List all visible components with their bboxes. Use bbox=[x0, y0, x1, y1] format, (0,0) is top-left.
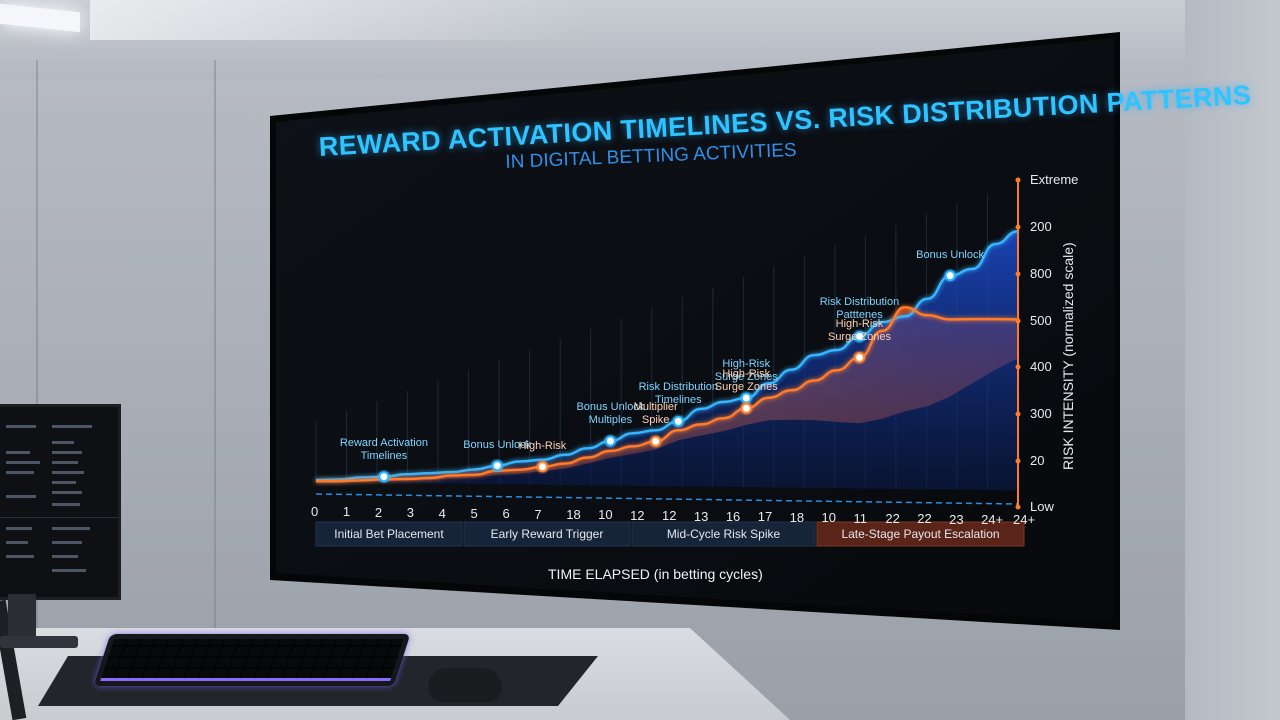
phase-segment bbox=[816, 521, 1025, 547]
reward-annotation: Patttenes bbox=[836, 309, 883, 322]
x-tick-label: 18 bbox=[789, 509, 805, 525]
y-tick-label: 20 bbox=[1030, 453, 1045, 468]
reward-annotation: Timelines bbox=[360, 449, 408, 462]
x-tick-label: 16 bbox=[725, 508, 741, 524]
y-tick-label: 300 bbox=[1030, 406, 1052, 421]
x-tick-label: 1 bbox=[342, 504, 351, 520]
reward-annotation: Risk Distribution bbox=[638, 381, 719, 394]
phase-label: Initial Bet Placement bbox=[334, 527, 444, 541]
y-tick-mark bbox=[1015, 318, 1021, 324]
phase-label: Early Reward Trigger bbox=[490, 527, 604, 541]
ceiling-glow bbox=[90, 0, 590, 40]
reward-marker-point bbox=[672, 415, 684, 427]
x-tick-label: 11 bbox=[853, 510, 867, 526]
mouse bbox=[428, 668, 502, 702]
y-tick-mark bbox=[1015, 504, 1021, 510]
reward-annotation: Bonus Unlock bbox=[916, 248, 984, 261]
x-tick-label: 13 bbox=[693, 508, 709, 524]
y-tick-mark bbox=[1015, 224, 1021, 230]
y-tick-mark bbox=[1015, 458, 1021, 464]
risk-marker-point bbox=[740, 402, 752, 414]
x-tick-label: 12 bbox=[662, 508, 677, 524]
x-tick-label: 4 bbox=[438, 505, 446, 521]
reward-annotation: Bonus Unlock bbox=[463, 438, 532, 451]
x-axis-line bbox=[315, 493, 1019, 505]
chart-markers bbox=[376, 268, 958, 484]
x-tick-label: 17 bbox=[757, 509, 773, 525]
reward-marker-point bbox=[854, 330, 865, 342]
x-tick-label: 23 bbox=[949, 511, 964, 527]
y-tick-label: 400 bbox=[1030, 359, 1052, 374]
y-tick-label: 500 bbox=[1030, 313, 1052, 328]
reward-annotation: Bonus Unlock bbox=[576, 401, 645, 414]
y-tick-label: Low bbox=[1030, 499, 1054, 514]
y-axis-label: RISK INTENSITY (normalized scale) bbox=[1060, 242, 1076, 470]
reward-marker-point bbox=[944, 270, 956, 282]
risk-annotation: High-Risk bbox=[835, 317, 884, 330]
x-tick-label: 10 bbox=[598, 507, 613, 523]
risk-marker-point bbox=[650, 435, 662, 447]
x-tick-label: 3 bbox=[406, 505, 414, 521]
phase-segment bbox=[463, 521, 631, 547]
x-tick-label: 2 bbox=[374, 504, 383, 520]
y-axis-tick-marks bbox=[1015, 177, 1021, 510]
reward-annotation: High-Risk bbox=[722, 358, 771, 370]
risk-annotation: High-Risk bbox=[518, 439, 567, 452]
phase-segment bbox=[315, 521, 463, 547]
wall-panel-seam bbox=[214, 60, 216, 660]
wall-right-panel bbox=[1185, 0, 1280, 720]
phase-segment bbox=[631, 521, 816, 547]
risk-marker-point bbox=[854, 352, 865, 363]
x-tick-label: 18 bbox=[566, 507, 581, 523]
x-tick-label: 12 bbox=[630, 507, 645, 523]
x-tick-label: 10 bbox=[821, 510, 836, 526]
y-tick-mark bbox=[1015, 271, 1021, 277]
x-tick-label: 7 bbox=[534, 506, 542, 522]
side-monitor-stand bbox=[8, 594, 36, 640]
x-axis-label: TIME ELAPSED (in betting cycles) bbox=[548, 566, 763, 582]
x-tick-label: 0 bbox=[311, 504, 319, 519]
y-tick-mark bbox=[1015, 177, 1021, 183]
phase-label: Late-Stage Payout Escalation bbox=[841, 527, 1000, 541]
phase-label: Mid-Cycle Risk Spike bbox=[666, 527, 781, 541]
reward-annotation: Reward Activation bbox=[339, 436, 428, 449]
side-monitor-base bbox=[0, 636, 78, 648]
reward-annotation: Risk Distribution bbox=[819, 296, 900, 309]
y-tick-mark bbox=[1015, 411, 1021, 417]
x-tick-label: 6 bbox=[502, 506, 510, 522]
reward-annotation: Surge Zones bbox=[714, 371, 778, 383]
x-tick-label: 24+ bbox=[981, 512, 1004, 528]
reward-marker-point bbox=[378, 471, 390, 483]
reward-marker-point bbox=[491, 460, 503, 472]
reward-marker-point bbox=[604, 435, 616, 447]
risk-annotation: High-Risk bbox=[722, 368, 771, 381]
phase-bar bbox=[315, 521, 1025, 547]
x-tick-label: 22 bbox=[885, 510, 900, 526]
x-tick-label: 24+ bbox=[1013, 512, 1036, 528]
risk-annotation: Multiplier bbox=[633, 401, 678, 414]
y-tick-mark bbox=[1015, 364, 1021, 370]
x-tick-label: 5 bbox=[470, 505, 478, 521]
side-monitor bbox=[0, 404, 121, 600]
reward-series-line bbox=[315, 230, 1019, 482]
risk-marker-point bbox=[537, 461, 548, 473]
y-tick-label: 200 bbox=[1030, 219, 1052, 234]
reward-marker-point bbox=[740, 392, 752, 404]
wall-panel-seam bbox=[36, 60, 38, 660]
y-tick-label: Extreme bbox=[1030, 172, 1079, 187]
y-tick-label: 800 bbox=[1030, 266, 1052, 281]
x-tick-label: 22 bbox=[917, 511, 932, 527]
reward-annotation: Timelines bbox=[654, 394, 702, 407]
reward-annotation: Multiples bbox=[588, 414, 633, 427]
risk-series-line bbox=[316, 306, 1019, 483]
risk-annotation: Surge Zones bbox=[714, 381, 778, 394]
risk-annotation: Surge Zones bbox=[827, 330, 891, 343]
reward-series-area bbox=[316, 231, 1018, 491]
risk-annotation: Spike bbox=[641, 414, 670, 427]
